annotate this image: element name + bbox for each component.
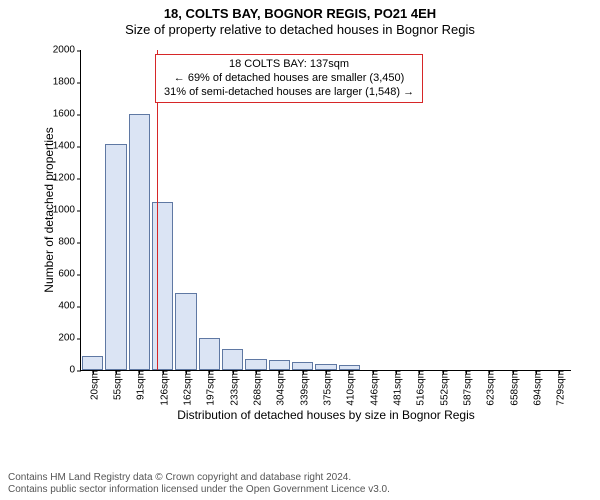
x-tick: 20sqm	[85, 370, 100, 400]
histogram-bar	[222, 349, 243, 370]
plot-area: Number of detached properties Distributi…	[80, 50, 571, 371]
y-tick: 2000	[53, 45, 81, 56]
y-tick: 0	[69, 365, 81, 376]
annotation-box: 18 COLTS BAY: 137sqm← 69% of detached ho…	[155, 54, 423, 103]
histogram-bar	[199, 338, 220, 370]
histogram-bar	[82, 356, 103, 370]
x-tick: 658sqm	[505, 370, 520, 406]
footer-line-1: Contains HM Land Registry data © Crown c…	[8, 472, 390, 484]
y-tick: 400	[58, 301, 81, 312]
x-tick: 729sqm	[552, 370, 567, 406]
histogram-chart: Number of detached properties Distributi…	[50, 42, 580, 412]
x-tick: 410sqm	[342, 370, 357, 406]
histogram-bar	[245, 359, 266, 370]
x-tick: 694sqm	[529, 370, 544, 406]
page-title: 18, COLTS BAY, BOGNOR REGIS, PO21 4EH	[0, 0, 600, 21]
y-tick: 1600	[53, 109, 81, 120]
x-tick: 552sqm	[435, 370, 450, 406]
y-tick: 1800	[53, 77, 81, 88]
footer-line-2: Contains public sector information licen…	[8, 484, 390, 496]
y-tick: 600	[58, 269, 81, 280]
histogram-bar	[152, 202, 173, 370]
x-axis-label: Distribution of detached houses by size …	[177, 408, 475, 422]
x-tick: 587sqm	[459, 370, 474, 406]
x-tick: 233sqm	[225, 370, 240, 406]
x-tick: 304sqm	[272, 370, 287, 406]
y-tick: 1200	[53, 173, 81, 184]
y-tick: 1400	[53, 141, 81, 152]
annotation-line: ← 69% of detached houses are smaller (3,…	[164, 72, 414, 86]
page-subtitle: Size of property relative to detached ho…	[0, 21, 600, 37]
x-tick: 126sqm	[155, 370, 170, 406]
y-tick: 200	[58, 333, 81, 344]
histogram-bar	[129, 114, 150, 370]
x-tick: 162sqm	[179, 370, 194, 406]
annotation-line: 31% of semi-detached houses are larger (…	[164, 86, 414, 100]
x-tick: 446sqm	[365, 370, 380, 406]
histogram-bar	[269, 360, 290, 370]
x-tick: 481sqm	[389, 370, 404, 406]
x-tick: 516sqm	[412, 370, 427, 406]
x-tick: 197sqm	[202, 370, 217, 406]
x-tick: 55sqm	[109, 370, 124, 400]
x-tick: 375sqm	[319, 370, 334, 406]
y-tick: 1000	[53, 205, 81, 216]
x-tick: 339sqm	[295, 370, 310, 406]
y-tick: 800	[58, 237, 81, 248]
annotation-line: 18 COLTS BAY: 137sqm	[164, 58, 414, 72]
histogram-bar	[105, 144, 126, 370]
x-tick: 91sqm	[132, 370, 147, 400]
footer-attribution: Contains HM Land Registry data © Crown c…	[8, 472, 390, 496]
x-tick: 623sqm	[482, 370, 497, 406]
histogram-bar	[292, 362, 313, 370]
x-tick: 268sqm	[249, 370, 264, 406]
histogram-bar	[175, 293, 196, 370]
